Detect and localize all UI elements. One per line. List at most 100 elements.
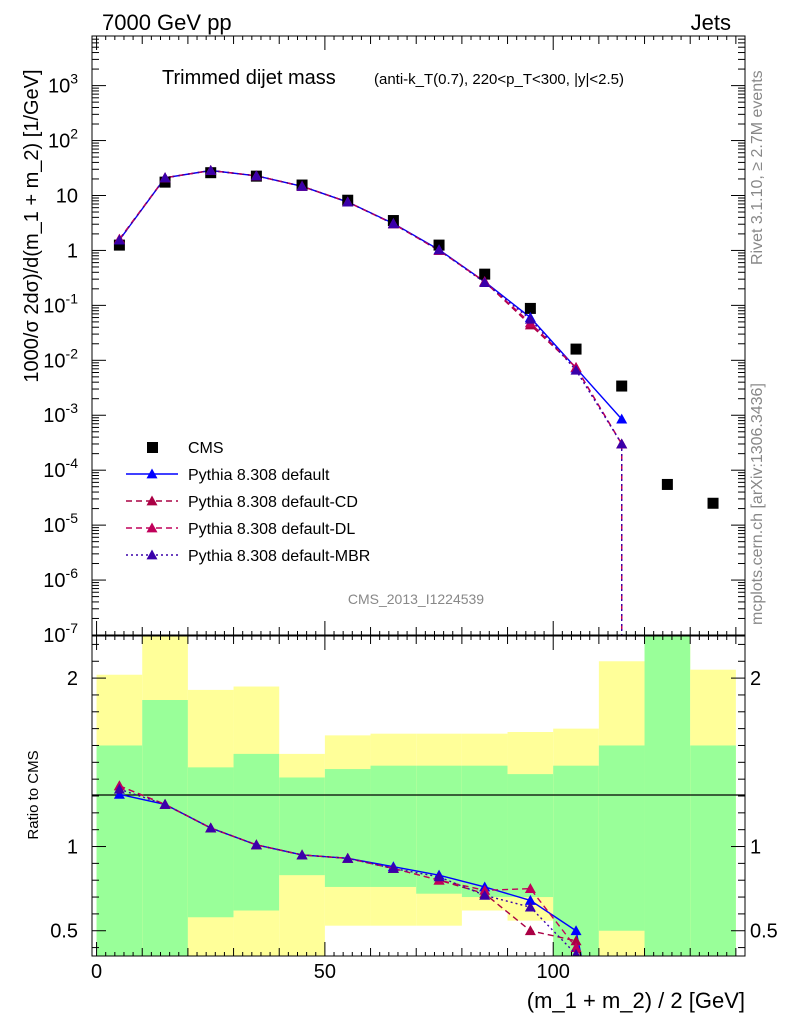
ratio-data-point — [572, 948, 581, 956]
ratio-data-point — [524, 901, 536, 912]
legend: CMS Pythia 8.308 default Pythia 8.308 defa… — [126, 440, 370, 565]
ratio-y-tick-label-right: 2 — [750, 668, 761, 690]
ratio-y-tick-label-right: 0.5 — [750, 921, 778, 943]
ratio-panel: 0.5 0.5 1 1 2 2 0 50 100 Ratio to CMS (m_1 + m_2… — [25, 635, 778, 1013]
y-tick-label: 10 — [56, 185, 78, 207]
ratio-band-green — [461, 765, 508, 898]
main-panel: Trimmed dijet mass (anti-k_T(0.7), 220<p… — [21, 35, 746, 647]
ratio-band-green — [279, 777, 325, 876]
legend-marker — [146, 522, 158, 533]
y-tick-label: 10-7 — [43, 620, 78, 647]
series-line — [118, 169, 623, 420]
ratio-y-tick-label: 0.5 — [50, 921, 78, 943]
ratio-data-point — [479, 889, 491, 900]
y-tick-label: 10-3 — [43, 400, 78, 427]
mc-data-point — [250, 170, 262, 181]
x-tick-label: 50 — [314, 961, 336, 983]
ratio-data-point — [113, 783, 125, 794]
process-label: Jets — [691, 10, 731, 35]
ratio-axis-ticks: 0.5 0.5 1 1 2 2 0 50 100 — [50, 636, 778, 983]
ratio-data-point — [524, 894, 536, 905]
y-tick-label: 10-2 — [43, 345, 78, 372]
y-tick-label: 10-5 — [43, 510, 78, 537]
ratio-data-point — [570, 935, 582, 946]
ratio-series — [113, 780, 582, 956]
series-line — [118, 169, 623, 445]
legend-label: Pythia 8.308 default-DL — [188, 521, 355, 538]
ratio-band-green — [644, 636, 691, 956]
ratio-data-point — [296, 849, 308, 860]
ratio-data-point — [479, 884, 491, 895]
x-tick-label: 0 — [91, 961, 102, 983]
main-y-axis-label: 1000/σ 2dσ)/d(m_1 + m_2) [1/GeV] — [21, 69, 43, 382]
y-tick-label: 102 — [48, 126, 78, 153]
ratio-data-point — [159, 798, 171, 809]
ratio-y-tick-label: 1 — [67, 837, 78, 859]
cms-data-point — [113, 239, 125, 251]
x-axis-label: (m_1 + m_2) / 2 [GeV] — [527, 988, 745, 1013]
ratio-band-green — [507, 774, 554, 898]
main-axis-ticks: 10-7 10-6 10-5 10-4 10-3 10-2 10-1 1 10 102 103 — [43, 35, 745, 647]
legend-label: CMS — [188, 440, 224, 457]
chart-title-qualifier: (anti-k_T(0.7), 220<p_T<300, |y|<2.5) — [374, 71, 624, 88]
y-tick-label: 10-4 — [43, 455, 78, 482]
ratio-data-point — [570, 925, 582, 936]
chart-title: Trimmed dijet mass — [162, 67, 336, 89]
mc-data-point — [342, 196, 354, 207]
ratio-data-point — [524, 925, 536, 936]
ratio-frame — [91, 635, 746, 957]
mc-data-point — [524, 313, 536, 324]
series-line — [118, 169, 623, 445]
mcplots-source-label: mcplots.cern.ch [arXiv:1306.3436] — [749, 383, 766, 625]
ratio-y-axis-label: Ratio to CMS — [25, 750, 42, 839]
ratio-data-point — [250, 839, 262, 850]
legend-label: Pythia 8.308 default-MBR — [188, 548, 370, 565]
y-tick-label: 10-1 — [43, 290, 78, 317]
analysis-watermark: CMS_2013_I1224539 — [348, 591, 484, 607]
ratio-data-point — [113, 788, 125, 799]
ratio-data-point — [342, 852, 354, 863]
mc-data-point — [570, 364, 582, 375]
legend-marker-cms — [147, 442, 158, 453]
ratio-band-green — [553, 765, 599, 956]
ratio-band-green — [233, 753, 280, 911]
mc-data-point — [296, 180, 308, 191]
ratio-band-green — [324, 769, 371, 887]
ratio-bands — [96, 636, 736, 956]
cms-data-point — [616, 380, 628, 392]
mc-data-point — [616, 413, 628, 424]
ratio-band-green — [142, 700, 188, 956]
y-tick-label: 10-6 — [43, 565, 78, 592]
ratio-band-green — [690, 745, 736, 956]
energy-label: 7000 GeV pp — [102, 10, 232, 35]
ratio-y-tick-label-right: 1 — [750, 837, 761, 859]
ratio-band-green — [96, 745, 143, 956]
cms-data-point — [524, 302, 536, 314]
mc-data-point — [205, 165, 217, 175]
legend-marker — [146, 495, 158, 506]
ratio-band-green — [187, 767, 234, 918]
mc-data-point — [433, 244, 445, 255]
ratio-band-green — [598, 745, 645, 931]
mc-data-point — [159, 172, 171, 183]
mc-data-point — [479, 277, 491, 287]
ratio-data-point — [570, 942, 582, 952]
x-tick-label: 100 — [537, 961, 570, 983]
ratio-data-point — [433, 871, 445, 882]
cms-data-point — [479, 268, 491, 280]
mc-data-point — [616, 438, 628, 449]
mc-data-point — [387, 218, 399, 229]
cms-data-point — [570, 343, 582, 355]
legend-label: Pythia 8.308 default — [188, 467, 330, 484]
legend-label: Pythia 8.308 default-CD — [188, 494, 358, 511]
ratio-data-point — [387, 862, 399, 873]
ratio-data-point — [524, 883, 536, 894]
main-series — [113, 165, 719, 635]
ratio-data-point — [205, 822, 217, 833]
y-tick-label: 1 — [67, 240, 78, 262]
legend-marker — [146, 549, 158, 560]
rivet-version-label: Rivet 3.1.10, ≥ 2.7M events — [749, 70, 766, 265]
main-frame — [91, 35, 746, 636]
cms-data-point — [661, 478, 673, 490]
